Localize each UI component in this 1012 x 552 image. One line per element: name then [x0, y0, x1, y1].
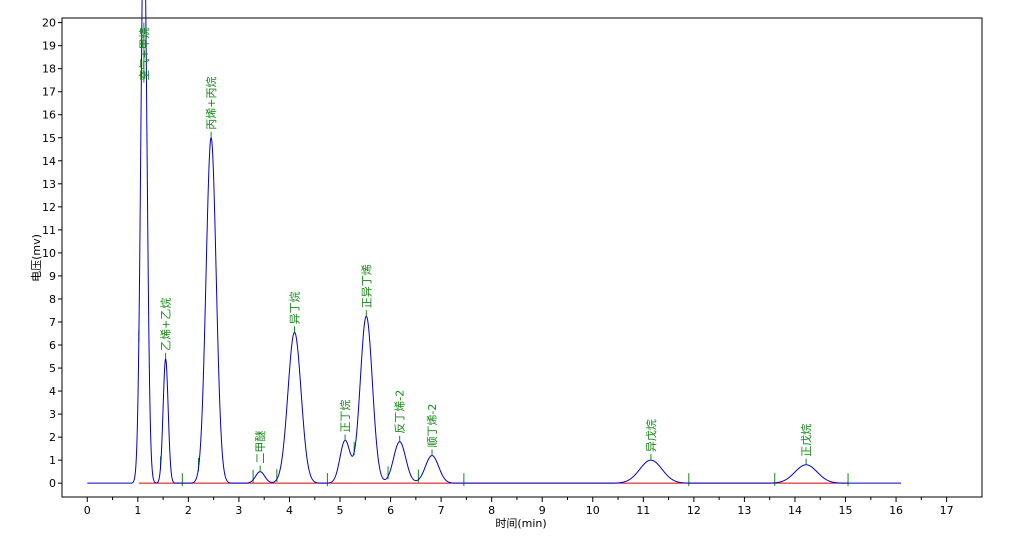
x-tick-label: 12	[687, 504, 701, 517]
x-tick-label: 9	[539, 504, 546, 517]
x-tick-label: 6	[387, 504, 394, 517]
y-tick-label: 18	[42, 63, 56, 76]
y-tick-label: 10	[42, 247, 56, 260]
x-tick-label: 17	[940, 504, 954, 517]
y-tick-label: 2	[49, 431, 56, 444]
y-tick-label: 15	[42, 132, 56, 145]
y-tick-label: 3	[49, 408, 56, 421]
y-tick-label: 9	[49, 270, 56, 283]
peak-label: 反丁烯-2	[394, 390, 407, 434]
x-tick-label: 3	[235, 504, 242, 517]
y-tick-label: 12	[42, 201, 56, 214]
y-axis-title: 电压(mv)	[30, 234, 43, 282]
x-tick-label: 11	[636, 504, 650, 517]
y-tick-label: 19	[42, 40, 56, 53]
x-tick-label: 15	[839, 504, 853, 517]
y-tick-label: 7	[49, 316, 56, 329]
peak-label: 空气+甲烷	[137, 27, 151, 80]
y-tick-label: 4	[49, 385, 56, 398]
plot-frame	[61, 17, 983, 498]
peak-label: 顺丁烯-2	[426, 404, 439, 448]
x-tick-label: 8	[488, 504, 495, 517]
peak-label: 异丁烷	[288, 291, 302, 324]
x-tick-label: 5	[337, 504, 344, 517]
y-tick-label: 1	[49, 454, 56, 467]
y-tick-label: 14	[42, 155, 56, 168]
y-tick-label: 5	[49, 362, 56, 375]
signal-trace	[87, 0, 902, 484]
y-tick-label: 11	[42, 224, 56, 237]
x-tick-label: 10	[586, 504, 600, 517]
x-tick-label: 13	[737, 504, 751, 517]
x-tick-label: 7	[438, 504, 445, 517]
peak-label: 二甲醚	[253, 431, 267, 464]
peak-label: 异戊烷	[644, 419, 658, 452]
x-tick-label: 1	[134, 504, 141, 517]
x-axis-title: 时间(min)	[495, 517, 546, 530]
y-tick-label: 16	[42, 109, 56, 122]
x-axis-ticks: 0 1 2 3 4 5 6 7 8 9 10 11 12 13 14 15 16 17	[84, 497, 954, 517]
peak-label: 乙烯+乙烷	[159, 298, 173, 351]
peak-label: 正异丁烯	[360, 264, 373, 308]
y-tick-label: 0	[49, 477, 56, 490]
peak-label: 丙烯+丙烷	[204, 77, 218, 130]
x-tick-label: 14	[788, 504, 802, 517]
x-tick-label: 0	[84, 504, 91, 517]
y-tick-label: 20	[42, 17, 56, 30]
y-tick-label: 13	[42, 178, 56, 191]
x-tick-label: 2	[185, 504, 192, 517]
y-tick-label: 6	[49, 339, 56, 352]
peak-label: 正戊烷	[799, 424, 813, 457]
peak-label: 正丁烷	[338, 400, 352, 433]
x-tick-label: 4	[286, 504, 293, 517]
y-tick-label: 8	[49, 293, 56, 306]
y-tick-label: 17	[42, 86, 56, 99]
x-tick-label: 16	[889, 504, 903, 517]
